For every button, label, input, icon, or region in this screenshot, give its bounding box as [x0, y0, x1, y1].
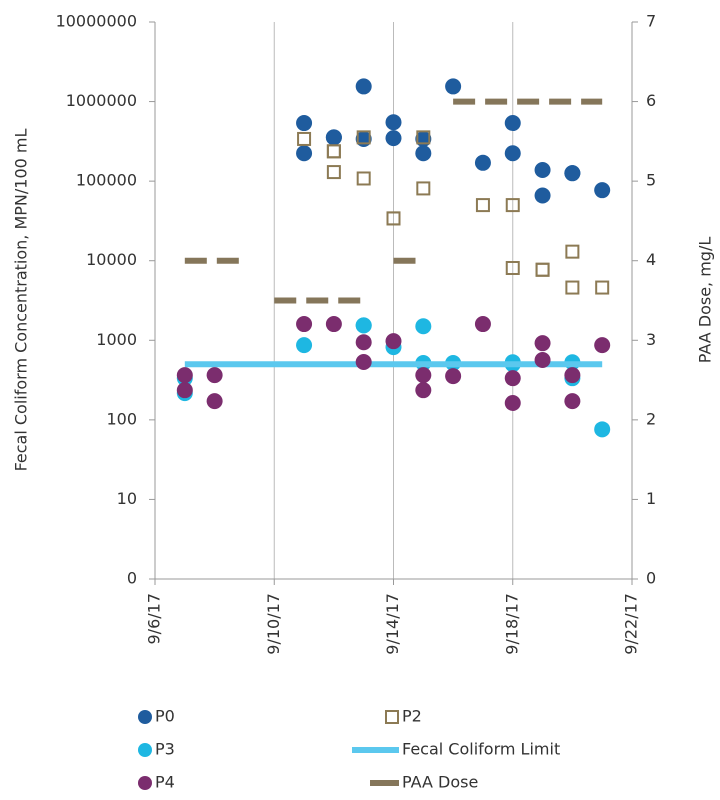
point	[416, 130, 431, 145]
y-tick-label: 10	[117, 489, 137, 508]
y-axis-title: Fecal Coliform Concentration, MPN/100 mL	[12, 128, 31, 471]
point	[564, 393, 581, 410]
point	[534, 162, 551, 179]
y2-tick-label: 4	[646, 250, 656, 269]
legend-label: PAA Dose	[402, 773, 478, 792]
point	[385, 130, 402, 147]
point	[594, 182, 611, 199]
point	[206, 393, 223, 410]
legend-marker	[138, 743, 152, 757]
point	[565, 244, 580, 259]
legend-marker	[138, 710, 152, 724]
y2-tick-label: 1	[646, 489, 656, 508]
legend-marker	[138, 776, 152, 790]
point	[505, 260, 520, 275]
point	[475, 198, 490, 213]
point	[504, 394, 521, 411]
y2-tick-label: 7	[646, 12, 656, 31]
point	[385, 333, 402, 350]
point	[534, 335, 551, 352]
legend-marker	[385, 710, 399, 724]
point	[326, 165, 341, 180]
point	[534, 352, 551, 369]
x-tick-label: 9/6/17	[145, 593, 164, 645]
legend-label: P2	[402, 707, 422, 726]
point	[474, 154, 491, 171]
y2-axis-title: PAA Dose, mg/L	[696, 237, 715, 364]
point	[325, 129, 342, 146]
y2-tick-label: 6	[646, 91, 656, 110]
point	[445, 368, 462, 385]
y-tick-label: 1000	[96, 330, 137, 349]
y2-tick-label: 5	[646, 171, 656, 190]
point	[505, 198, 520, 213]
line	[184, 98, 603, 304]
point	[595, 280, 610, 295]
point	[534, 187, 551, 204]
point	[535, 262, 550, 277]
point	[385, 114, 402, 131]
y-tick-label: 0	[127, 569, 137, 588]
point	[565, 280, 580, 295]
point	[176, 367, 193, 384]
legend-label: P4	[155, 773, 175, 792]
y-tick-label: 100000	[76, 171, 137, 190]
point	[325, 316, 342, 333]
y2-tick-label: 0	[646, 569, 656, 588]
point	[416, 181, 431, 196]
y-tick-label: 100	[106, 409, 137, 428]
x-tick-label: 9/22/17	[622, 593, 641, 655]
point	[564, 367, 581, 384]
x-tick-label: 9/14/17	[383, 593, 402, 655]
point	[176, 382, 193, 399]
y2-tick-label: 2	[646, 409, 656, 428]
legend-label: P3	[155, 740, 175, 759]
point	[445, 78, 462, 95]
point	[355, 78, 372, 95]
point	[356, 171, 371, 186]
point	[415, 367, 432, 384]
point	[355, 317, 372, 334]
y-tick-label: 10000000	[56, 12, 137, 31]
point	[415, 145, 432, 162]
point	[504, 115, 521, 132]
point	[296, 337, 313, 354]
point	[386, 211, 401, 226]
point	[355, 334, 372, 351]
point	[535, 262, 550, 277]
x-tick-label: 9/18/17	[502, 593, 521, 655]
point	[504, 370, 521, 387]
point	[594, 421, 611, 438]
point	[356, 130, 371, 145]
x-tick-label: 9/10/17	[264, 593, 283, 655]
point	[415, 382, 432, 399]
point	[296, 115, 313, 132]
point	[326, 144, 341, 159]
legend-label: Fecal Coliform Limit	[402, 740, 560, 759]
point	[326, 144, 341, 159]
point	[474, 316, 491, 333]
point	[504, 145, 521, 162]
point	[355, 354, 372, 371]
point	[296, 316, 313, 333]
y2-tick-label: 3	[646, 330, 656, 349]
legend-label: P0	[155, 707, 175, 726]
y-tick-label: 10000	[86, 250, 137, 269]
point	[297, 131, 312, 146]
point	[594, 337, 611, 354]
y-tick-label: 1000000	[66, 91, 137, 110]
point	[564, 165, 581, 182]
point	[206, 367, 223, 384]
point	[296, 145, 313, 162]
point	[415, 318, 432, 335]
